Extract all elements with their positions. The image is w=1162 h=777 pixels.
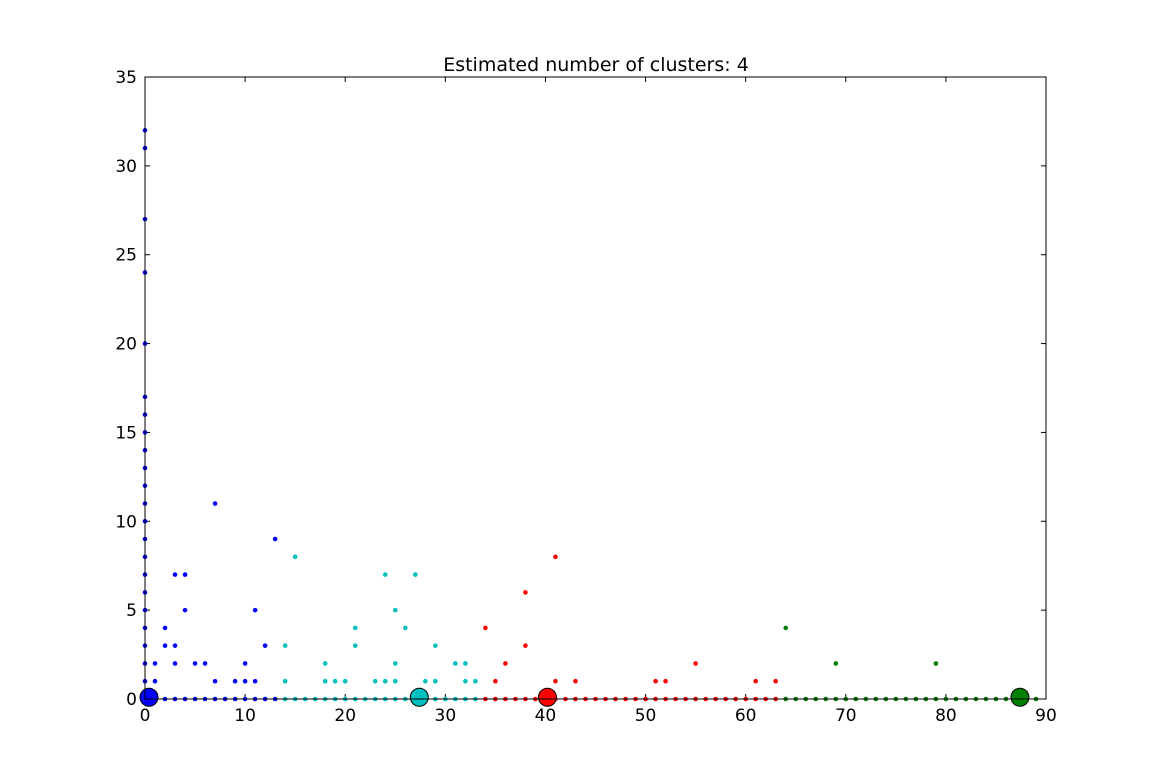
y-tick-label: 35 [115,68,137,88]
x-tick-label: 20 [334,706,356,726]
cluster-3-centroid [537,687,557,707]
data-point [212,678,218,684]
data-point [503,661,508,666]
data-point [202,661,208,666]
x-tick-label: 40 [535,706,557,726]
data-point [262,643,268,648]
data-point [423,678,428,684]
x-tick-label: 30 [435,706,457,726]
data-point [282,678,288,684]
y-tick-label: 20 [115,335,137,355]
plot-frame [144,76,1047,700]
data-point [773,678,778,684]
data-point [493,678,498,684]
data-point [232,678,238,684]
y-tick-label: 25 [115,246,137,266]
y-tick-label: 5 [126,601,137,621]
data-point [282,643,288,648]
data-point [162,625,168,631]
data-point [783,625,789,631]
data-point [402,625,408,631]
data-point [292,554,298,560]
data-point [252,678,258,684]
cluster-2-centroid [409,687,429,707]
x-tick-label: 60 [735,706,757,726]
data-point [693,661,698,666]
x-tick-label: 80 [935,706,957,726]
data-point [352,625,358,631]
x-tick-label: 0 [140,706,151,726]
x-tick-label: 10 [234,706,256,726]
data-point [392,661,398,666]
data-point [272,536,278,542]
x-tick-label: 50 [635,706,657,726]
data-point [553,678,558,684]
data-point [433,643,438,648]
cluster-1-centroid [139,687,159,707]
data-point [483,625,488,631]
data-point [753,678,758,684]
data-point [242,678,248,684]
data-point [573,678,578,684]
data-point [242,661,248,666]
data-point [342,678,348,684]
data-point [553,554,558,560]
data-point [392,678,398,684]
data-point [463,678,468,684]
x-tick-label: 70 [835,706,857,726]
y-tick-label: 10 [115,512,137,532]
data-point [653,678,658,684]
x-tick-label: 90 [1035,706,1057,726]
data-point [352,643,358,648]
data-point [933,661,939,666]
data-point [463,661,468,666]
data-point [523,590,528,595]
chart-title: Estimated number of clusters: 4 [443,54,749,76]
data-point [833,661,839,666]
data-point [392,607,398,613]
data-point [413,572,418,577]
data-point [382,572,388,577]
data-point [332,678,338,684]
data-point [473,678,478,684]
y-tick-label: 0 [126,690,137,710]
data-point [252,607,258,613]
data-point [172,572,178,577]
data-point [152,661,158,666]
data-point [192,661,198,666]
cluster-3-points [483,554,778,702]
data-point [663,678,668,684]
data-point [433,678,438,684]
data-point [152,678,158,684]
cluster-1-points [142,128,278,702]
data-point [182,572,188,577]
ticks-layer: 0 10 20 30 40 50 60 70 80 90 0 5 10 15 20 25 30 35 [115,68,1056,726]
data-point [382,678,388,684]
data-point [162,643,168,648]
data-point [453,661,458,666]
y-tick-label: 30 [115,157,137,177]
data-point [322,678,328,684]
y-tick-label: 15 [115,423,137,443]
cluster-4-centroid [1010,687,1030,707]
data-point [322,661,328,666]
data-point [523,643,528,648]
data-point [172,661,178,666]
data-point [172,643,178,648]
data-point [212,501,218,506]
data-point [372,678,378,684]
data-point [182,607,188,613]
